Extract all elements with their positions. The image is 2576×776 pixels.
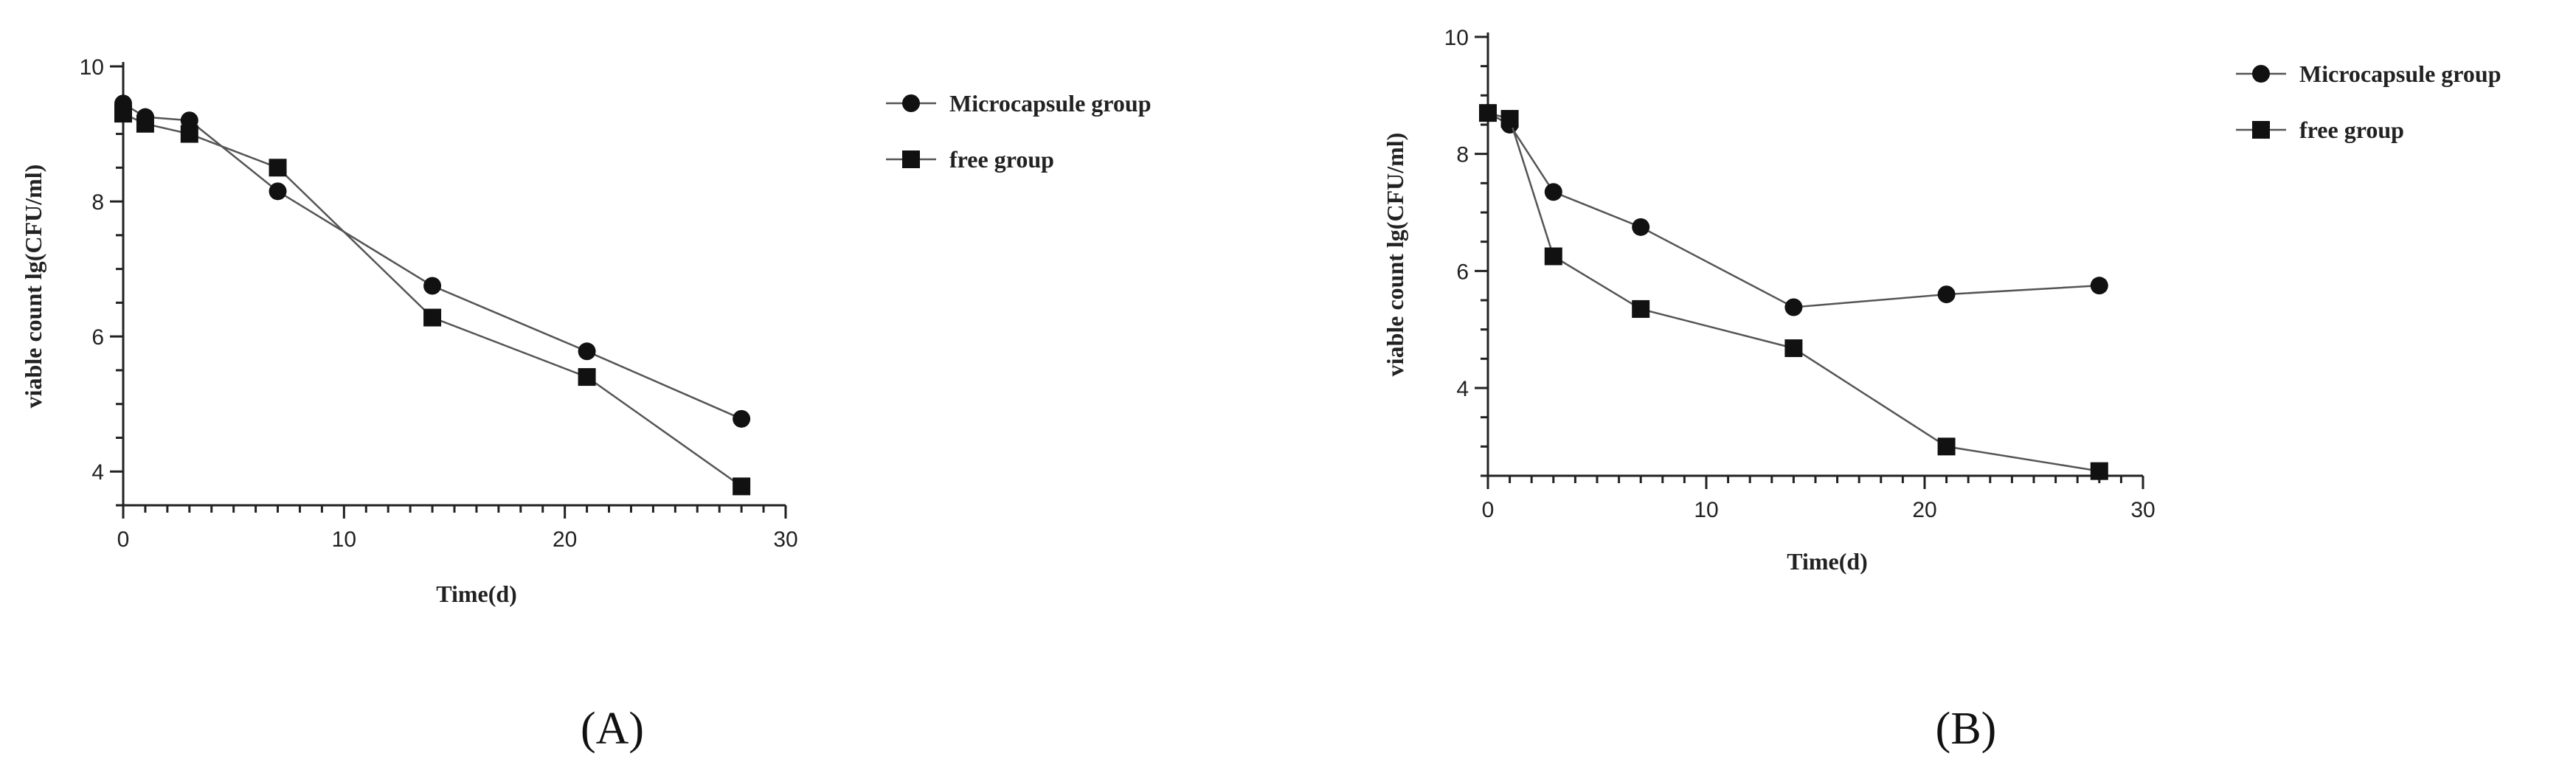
legend-marker-square	[902, 150, 920, 168]
legend-marker-square	[2252, 121, 2270, 139]
data-point-free	[2090, 462, 2108, 480]
data-point-free	[136, 114, 154, 133]
x-tick-label: 20	[553, 527, 577, 552]
x-tick-label: 10	[1694, 498, 1718, 522]
y-tick-label: 10	[80, 55, 104, 80]
y-tick-label: 8	[1456, 143, 1469, 167]
series-line-microcapsule	[122, 103, 742, 420]
data-point-free	[1937, 437, 1956, 456]
data-point-free	[1784, 339, 1803, 358]
y-tick-label: 4	[1456, 377, 1469, 401]
data-point-free	[1632, 299, 1650, 318]
data-point-free	[269, 159, 287, 177]
chart-panel-b: viable count lg(CFU/ml) Time(d) (B) 0 10 2…	[1382, 26, 2501, 754]
data-point-free	[114, 105, 132, 123]
y-tick-label: 10	[1444, 26, 1469, 50]
data-point-microcapsule	[733, 409, 751, 428]
data-point-microcapsule	[423, 277, 442, 295]
data-point-microcapsule	[2090, 277, 2108, 295]
x-tick-label: 0	[1482, 498, 1495, 522]
legend-label-microcapsule: Microcapsule group	[2299, 60, 2501, 87]
data-point-free	[1544, 247, 1562, 266]
data-point-microcapsule	[1632, 218, 1650, 236]
x-tick-label: 30	[2130, 498, 2155, 522]
data-point-microcapsule	[180, 111, 198, 130]
legend-label-free: free group	[2299, 117, 2404, 143]
x-axis-title: Time(d)	[1787, 548, 1868, 575]
x-tick-label: 30	[773, 527, 797, 552]
legend-marker-circle	[2252, 65, 2270, 83]
x-tick-label: 20	[1912, 498, 1936, 522]
chart-panel-a: viable count lg(CFU/ml) Time(d) (A) 0 10 2…	[20, 55, 1151, 754]
series-line-microcapsule	[1487, 112, 2099, 308]
data-point-free	[578, 368, 596, 387]
data-point-microcapsule	[269, 182, 287, 201]
x-axis-title: Time(d)	[436, 581, 517, 607]
data-point-free	[180, 125, 198, 143]
legend-marker-circle	[902, 94, 920, 112]
data-point-free	[1479, 104, 1497, 122]
x-tick-label: 10	[332, 527, 356, 552]
y-tick-label: 6	[1456, 260, 1469, 284]
data-point-free	[423, 308, 442, 327]
legend: Microcapsule group free group	[2236, 60, 2501, 143]
data-point-free	[1500, 110, 1519, 128]
panel-label: (A)	[581, 704, 644, 754]
legend-label-free: free group	[949, 146, 1054, 173]
y-axis-title: viable count lg(CFU/ml)	[20, 164, 46, 409]
y-axis-title: viable count lg(CFU/ml)	[1382, 133, 1408, 377]
x-tick-label: 0	[117, 527, 130, 552]
data-point-microcapsule	[1784, 298, 1803, 316]
data-point-microcapsule	[578, 342, 596, 361]
y-tick-label: 8	[91, 190, 104, 215]
y-tick-label: 4	[91, 460, 104, 485]
series-line-free	[122, 112, 742, 488]
legend: Microcapsule group free group	[886, 90, 1151, 173]
series-line-free	[1487, 111, 2099, 472]
data-point-free	[733, 477, 751, 496]
data-point-microcapsule	[1544, 183, 1562, 201]
data-point-microcapsule	[1937, 285, 1956, 304]
legend-label-microcapsule: Microcapsule group	[949, 90, 1151, 117]
y-tick-label: 6	[91, 325, 104, 350]
panel-label: (B)	[1936, 704, 1997, 754]
